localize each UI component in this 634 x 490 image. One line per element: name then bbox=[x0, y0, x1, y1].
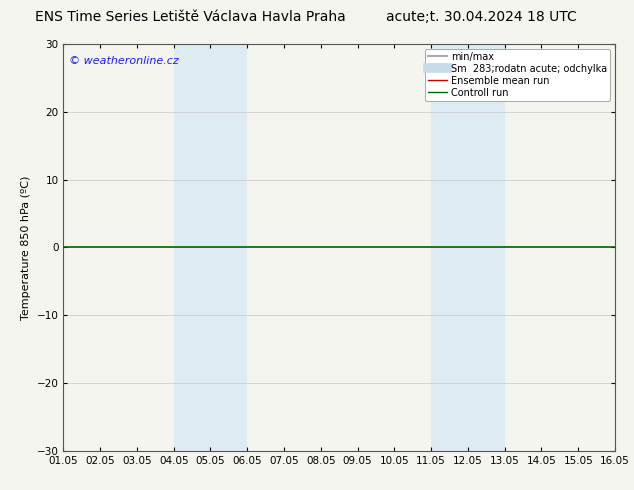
Bar bbox=[431, 44, 505, 451]
Legend: min/max, Sm  283;rodatn acute; odchylka, Ensemble mean run, Controll run: min/max, Sm 283;rodatn acute; odchylka, … bbox=[425, 49, 610, 100]
Text: ENS Time Series Letiště Václava Havla Praha: ENS Time Series Letiště Václava Havla Pr… bbox=[35, 10, 346, 24]
Bar bbox=[174, 44, 247, 451]
Text: acute;t. 30.04.2024 18 UTC: acute;t. 30.04.2024 18 UTC bbox=[387, 10, 577, 24]
Y-axis label: Temperature 850 hPa (ºC): Temperature 850 hPa (ºC) bbox=[21, 175, 31, 319]
Text: © weatheronline.cz: © weatheronline.cz bbox=[69, 56, 179, 66]
